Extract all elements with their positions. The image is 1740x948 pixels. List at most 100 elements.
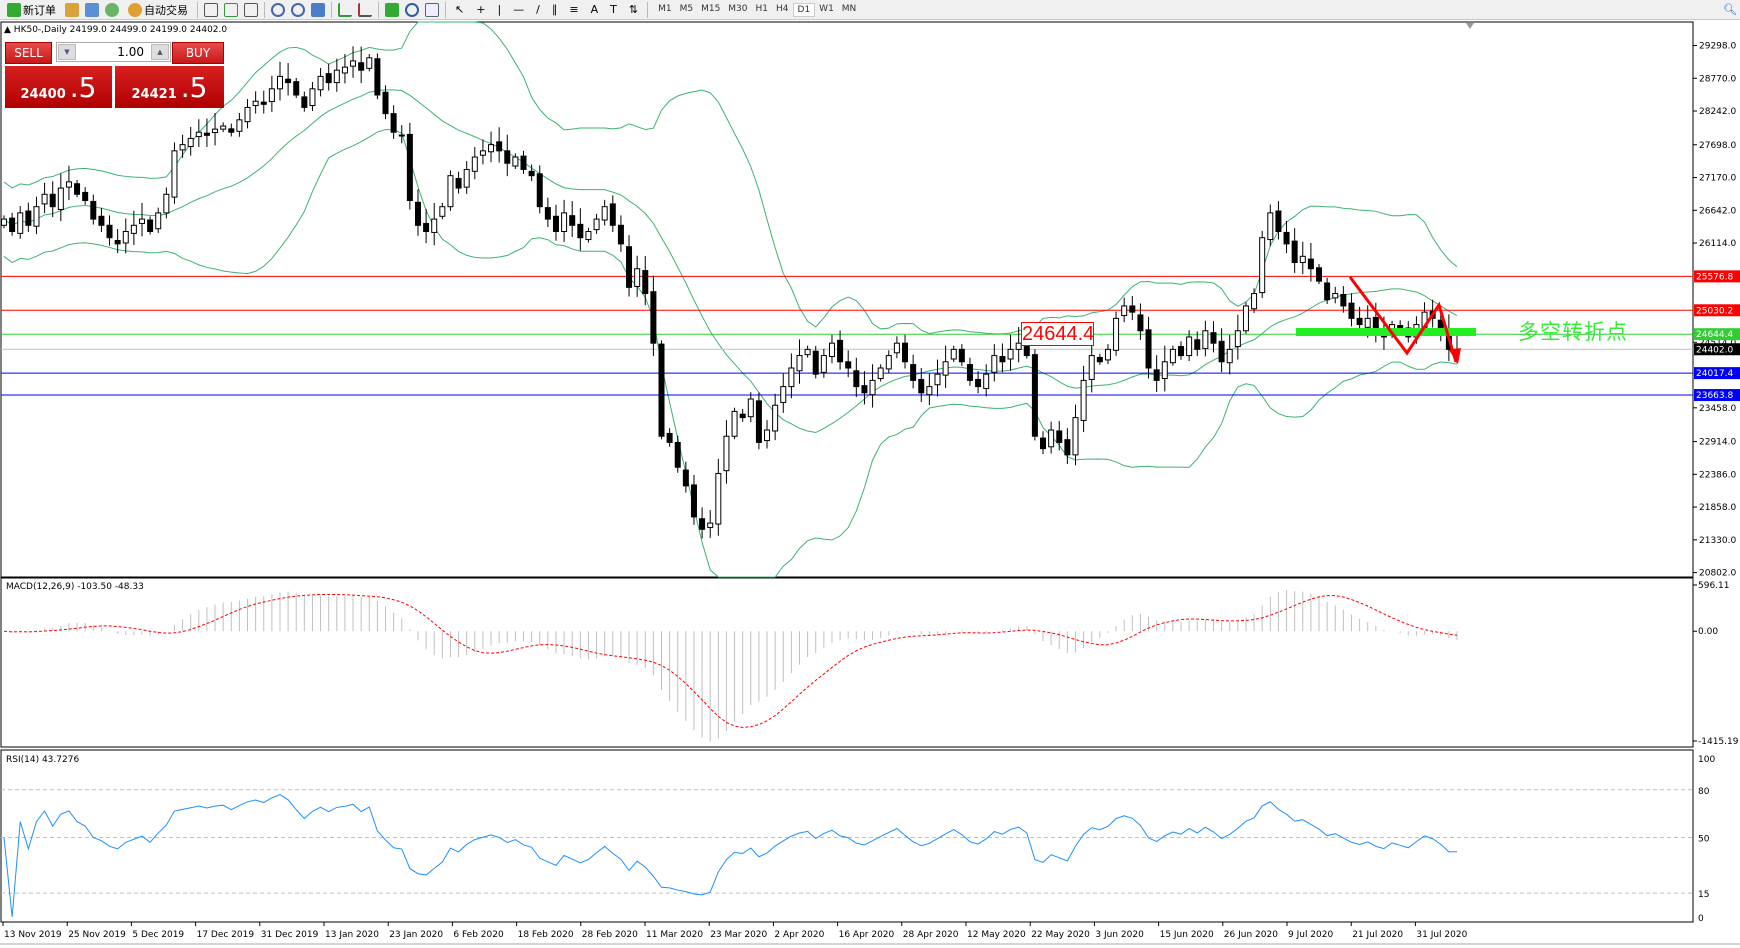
buy-price-main: 24421 — [131, 87, 177, 102]
candle-body — [439, 206, 446, 217]
templates-icon[interactable] — [425, 2, 439, 17]
indicators-icon[interactable] — [385, 2, 399, 17]
auto-trading-icon — [128, 2, 142, 17]
candle-body — [1048, 429, 1055, 448]
lots-decrease-button[interactable]: ▼ — [58, 44, 76, 60]
candle-body — [33, 206, 40, 227]
timeframe-m30[interactable]: M30 — [728, 3, 748, 14]
candle — [772, 393, 779, 441]
candle-body — [382, 91, 389, 115]
candle-body — [1299, 255, 1306, 264]
text-label-icon[interactable]: T — [610, 3, 617, 16]
level-price-tag — [1694, 328, 1740, 341]
sell-button[interactable]: SELL — [5, 42, 52, 64]
candle-body — [747, 398, 754, 418]
turning-point-note[interactable]: 多空转折点 — [1518, 320, 1628, 344]
candle-body — [772, 404, 779, 432]
candle — [1251, 288, 1258, 313]
timeframe-h1[interactable]: H1 — [755, 3, 769, 14]
cursor-icon[interactable]: ↖ — [455, 3, 465, 16]
candle — [885, 350, 892, 374]
level-price-tag — [1694, 343, 1740, 356]
candle-body — [90, 200, 97, 220]
candle-body — [1088, 355, 1095, 380]
lots-input[interactable]: ▼ 1.00 ▲ — [56, 42, 171, 62]
auto-trading-button[interactable]: 自动交易 — [125, 1, 191, 19]
line-chart-icon[interactable] — [244, 2, 258, 17]
zigzag-arrow — [1348, 276, 1458, 363]
crosshair-icon[interactable]: + — [476, 3, 486, 16]
buy-button[interactable]: BUY — [172, 42, 224, 64]
timeframe-d1[interactable]: D1 — [792, 2, 816, 17]
candle — [942, 345, 949, 389]
vertical-line-icon[interactable]: | — [497, 3, 502, 16]
lots-increase-button[interactable]: ▲ — [151, 44, 169, 60]
timeframe-m1[interactable]: M1 — [658, 3, 672, 14]
candle — [812, 345, 819, 379]
new-order-label: 新订单 — [23, 3, 56, 17]
candle-body — [902, 342, 909, 363]
candle-body — [601, 206, 608, 221]
macd-signal-line — [3, 593, 1458, 728]
candle — [1161, 345, 1168, 392]
signals-icon[interactable] — [105, 2, 119, 17]
candle-body — [723, 435, 730, 472]
text-icon[interactable]: A — [590, 3, 599, 16]
candle-body — [820, 355, 827, 373]
market-watch-icon[interactable] — [65, 2, 79, 17]
candle-body — [333, 69, 340, 84]
candle — [350, 46, 357, 78]
candle — [1015, 327, 1022, 363]
navigator-icon[interactable] — [85, 2, 99, 17]
candle — [626, 235, 633, 297]
timeframe-m5[interactable]: M5 — [679, 3, 694, 14]
timeframe-mn[interactable]: MN — [841, 3, 857, 14]
candlestick-icon[interactable] — [224, 2, 238, 17]
level-price-text: 25576.8 — [1696, 272, 1733, 282]
zoom-in-icon[interactable] — [271, 2, 285, 17]
candle-body — [999, 356, 1006, 363]
zoom-out-icon[interactable] — [291, 2, 305, 17]
candle — [65, 165, 72, 201]
date-label: 13 Nov 2019 — [4, 930, 62, 940]
candle-body — [414, 201, 421, 226]
new-order-button[interactable]: 新订单 — [4, 1, 59, 19]
candle-body — [1161, 361, 1168, 380]
candle — [723, 420, 730, 484]
arrows-icon[interactable]: ⇅ — [628, 3, 639, 16]
candle-body — [1169, 348, 1176, 364]
candle — [1186, 330, 1193, 362]
date-label: 28 Apr 2020 — [903, 930, 959, 940]
bar-chart-icon[interactable] — [204, 2, 218, 17]
search-icon[interactable]: 🔍︎ — [1723, 3, 1737, 16]
auto-scroll-icon[interactable] — [338, 2, 352, 17]
candle-body — [1332, 293, 1339, 299]
date-label: 6 Feb 2020 — [453, 930, 504, 940]
candle — [1178, 341, 1185, 360]
candle-body — [910, 364, 917, 381]
price-tick-label: 21858.0 — [1699, 503, 1736, 513]
level-price-label[interactable]: 24644.4 — [1021, 322, 1095, 346]
candle — [1056, 421, 1063, 451]
candle-body — [252, 100, 259, 107]
candle-body — [1104, 348, 1111, 361]
candle-body — [1283, 231, 1290, 245]
candle-body — [958, 348, 965, 363]
new-order-icon — [7, 2, 21, 17]
periods-clock-icon[interactable] — [405, 2, 419, 17]
equidistant-channel-icon[interactable]: ∥ — [551, 3, 558, 16]
timeframe-m15[interactable]: M15 — [701, 3, 721, 14]
buy-price-button[interactable]: 24421.5 — [115, 66, 224, 108]
timeframe-h4[interactable]: H4 — [776, 3, 789, 14]
candle — [561, 199, 568, 242]
chart-shift-icon[interactable] — [358, 2, 372, 17]
timeframe-w1[interactable]: W1 — [819, 3, 834, 14]
lots-value[interactable]: 1.00 — [117, 45, 144, 59]
fibonacci-icon[interactable]: ≡ — [569, 3, 579, 16]
horizontal-line-icon[interactable]: — — [513, 3, 525, 16]
tile-windows-icon[interactable] — [311, 2, 325, 17]
trendline-icon[interactable]: / — [536, 3, 540, 16]
sell-price-button[interactable]: 24400.5 — [5, 66, 112, 108]
candle — [341, 54, 348, 84]
